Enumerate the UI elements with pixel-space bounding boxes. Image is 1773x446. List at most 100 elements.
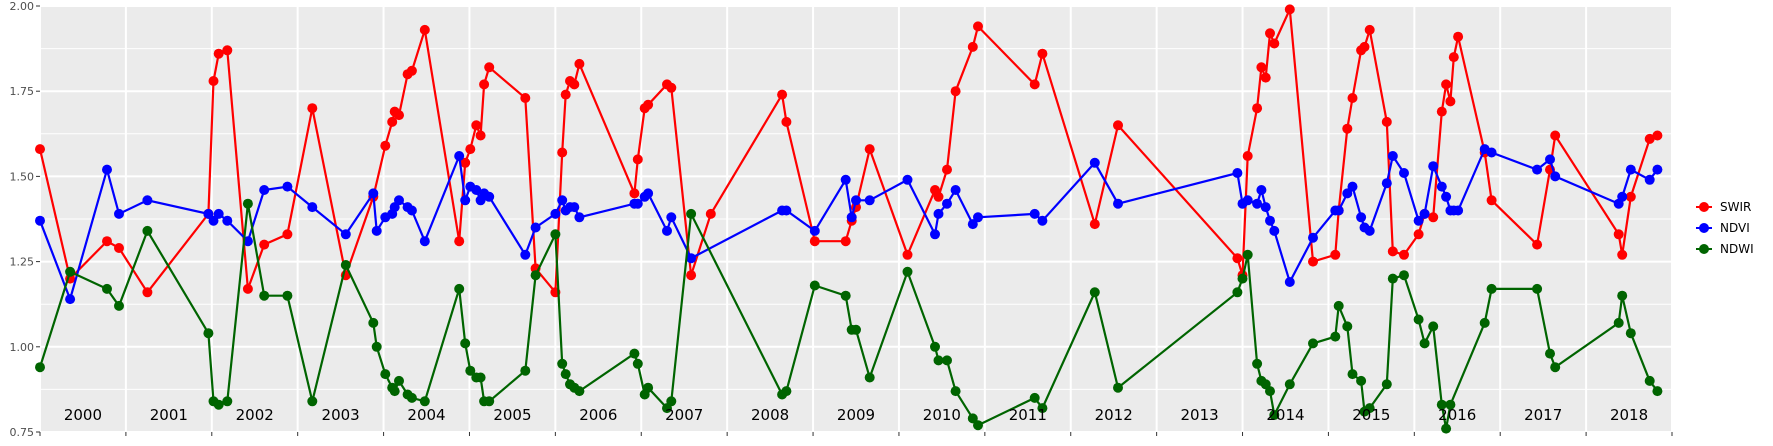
year-label: 2000 (64, 406, 102, 424)
ndwi-point (1445, 399, 1456, 410)
swir-point (1256, 62, 1267, 73)
ndwi-point (222, 396, 233, 407)
ndvi-point (686, 253, 697, 264)
year-label: 2014 (1266, 406, 1304, 424)
ndwi-point (851, 324, 861, 335)
ndwi-point (242, 198, 253, 209)
ndwi-point (1252, 358, 1263, 369)
ndvi-point (282, 181, 293, 192)
ndwi-point (1237, 273, 1248, 284)
swir-point (387, 116, 398, 127)
legend-item-ndwi: NDWI (1696, 242, 1754, 256)
ndvi-point (259, 185, 270, 195)
ndwi-point (666, 396, 677, 407)
legend-label: NDVI (1720, 221, 1750, 235)
ndvi-point (973, 212, 983, 223)
swir-point (520, 93, 531, 103)
ndvi-point (1387, 151, 1398, 161)
swir-point (460, 157, 471, 168)
ndwi-point (465, 365, 476, 376)
ndvi-point (1436, 181, 1447, 192)
ndvi-point (1342, 188, 1353, 199)
swir-point (419, 24, 430, 35)
year-label: 2003 (322, 406, 360, 424)
swir-point (1428, 212, 1439, 223)
ndwi-point (574, 386, 585, 397)
ndvi-point (1269, 225, 1280, 236)
ndvi-point (530, 222, 541, 233)
swir-point (394, 110, 404, 121)
swir-point (142, 287, 153, 298)
ndwi-point (781, 386, 792, 397)
ndvi-point (1252, 198, 1263, 209)
year-label: 2010 (923, 406, 961, 424)
ndwi-point (460, 338, 471, 349)
ndvi-point (520, 249, 531, 260)
swir-point (114, 243, 124, 253)
ndvi-point (208, 215, 219, 226)
year-label: 2012 (1095, 406, 1133, 424)
swir-point (1445, 96, 1456, 107)
ndvi-point (569, 202, 580, 213)
ndwi-point (1333, 300, 1344, 311)
ndvi-point (1441, 191, 1452, 202)
swir-point (282, 229, 293, 240)
swir-point (1625, 191, 1636, 202)
year-label: 2013 (1180, 406, 1218, 424)
swir-point (1486, 195, 1497, 206)
ndwi-point (65, 266, 76, 277)
swir-point (1269, 38, 1280, 49)
ndwi-point (902, 266, 913, 277)
ndwi-point (213, 399, 224, 410)
ndwi-point (1428, 321, 1439, 332)
year-label: 2006 (579, 406, 617, 424)
swir-point (1342, 123, 1353, 134)
swir-point (1453, 31, 1464, 42)
swir-point (1308, 256, 1318, 267)
ndvi-point (1399, 168, 1409, 178)
ndvi-point (1364, 225, 1375, 236)
swir-point (840, 236, 851, 247)
ndvi-point (950, 185, 961, 195)
year-label: 2004 (407, 406, 445, 424)
swir-point (560, 89, 571, 100)
ndvi-point (1486, 147, 1497, 158)
ndvi-point (1232, 168, 1243, 178)
series-ndvi (35, 144, 1663, 305)
swir-point (1399, 249, 1409, 260)
ndvi-point (840, 174, 851, 185)
ndvi-point (1550, 171, 1561, 182)
swir-point (1113, 120, 1123, 131)
ndvi-point (1545, 154, 1555, 165)
ndwi-point (643, 382, 654, 393)
ndwi-point (1532, 283, 1543, 294)
ndwi-point (1265, 386, 1275, 397)
swir-point (222, 45, 233, 56)
swir-point (666, 82, 677, 93)
swir-point (967, 41, 978, 52)
ndwi-point (282, 290, 293, 301)
ndvi-point (419, 236, 430, 247)
ndvi-point (1625, 164, 1636, 175)
ndwi-point (1479, 317, 1490, 328)
swir-point (102, 236, 112, 247)
ndvi-point (1256, 185, 1267, 195)
ndwi-point (475, 372, 486, 383)
ndwi-point (1617, 290, 1628, 301)
ndvi-point (864, 195, 875, 206)
swir-point (406, 65, 417, 76)
ndvi-point (1265, 215, 1275, 226)
ndvi-point (942, 198, 952, 209)
ndvi-point (35, 215, 45, 226)
year-label: 2002 (236, 406, 274, 424)
series-swir (35, 4, 1663, 298)
year-label: 2001 (150, 406, 188, 424)
swir-point (1359, 41, 1370, 52)
ndvi-point (550, 208, 561, 219)
y-tick-label: 2.00 (10, 0, 35, 13)
legend-key-point (1699, 223, 1709, 233)
ndwi-point (203, 328, 214, 339)
swir-point (1532, 239, 1543, 250)
y-tick-label: 0.75 (10, 426, 35, 439)
